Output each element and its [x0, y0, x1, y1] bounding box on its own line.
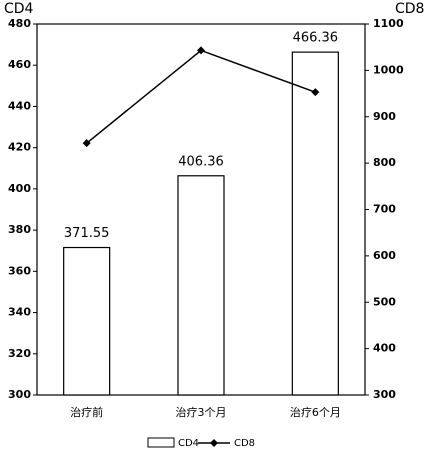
y-tick-label: 360 — [8, 264, 31, 277]
y2-axis-title: CD8 — [395, 1, 424, 17]
y2-tick-label: 800 — [373, 156, 396, 169]
y2-tick-label: 700 — [373, 203, 396, 216]
line — [86, 49, 316, 144]
y-tick-label: 400 — [8, 182, 31, 195]
y-tick-label: 480 — [8, 17, 31, 30]
marker — [82, 139, 91, 148]
x-tick-label: 治疗6个月 — [290, 405, 341, 419]
y-tick-label: 340 — [8, 306, 31, 319]
y2-tick-label: 400 — [373, 342, 396, 355]
value-label: 466.36 — [293, 31, 339, 46]
y-tick-label: 380 — [8, 223, 31, 236]
x-tick-label: 治疗3个月 — [176, 405, 227, 419]
value-label: 371.55 — [64, 226, 110, 241]
y-tick-label: 460 — [8, 58, 31, 71]
y2-tick-label: 300 — [373, 388, 396, 401]
marker — [197, 46, 205, 55]
value-label: 406.36 — [178, 154, 224, 169]
y-tick-label: 440 — [8, 99, 31, 112]
legend-swatch — [147, 437, 175, 448]
y-tick-label: 420 — [8, 141, 31, 154]
y2-tick-label: 1000 — [373, 63, 404, 76]
marker — [311, 88, 320, 97]
y-tick-label: 300 — [8, 388, 31, 401]
legend-label: CD8 — [234, 438, 255, 449]
y2-tick-label: 900 — [373, 110, 396, 123]
legend-label: CD4 — [178, 438, 199, 449]
bar — [291, 51, 339, 396]
y-axis-title: CD4 — [4, 1, 34, 17]
bar — [63, 246, 111, 396]
x-tick-label: 治疗前 — [70, 405, 103, 419]
bar — [177, 175, 225, 396]
y2-tick-label: 600 — [373, 249, 396, 262]
y2-tick-label: 500 — [373, 295, 396, 308]
y-tick-label: 320 — [8, 347, 31, 360]
y2-tick-label: 1100 — [373, 17, 404, 30]
legend-marker — [210, 439, 218, 447]
